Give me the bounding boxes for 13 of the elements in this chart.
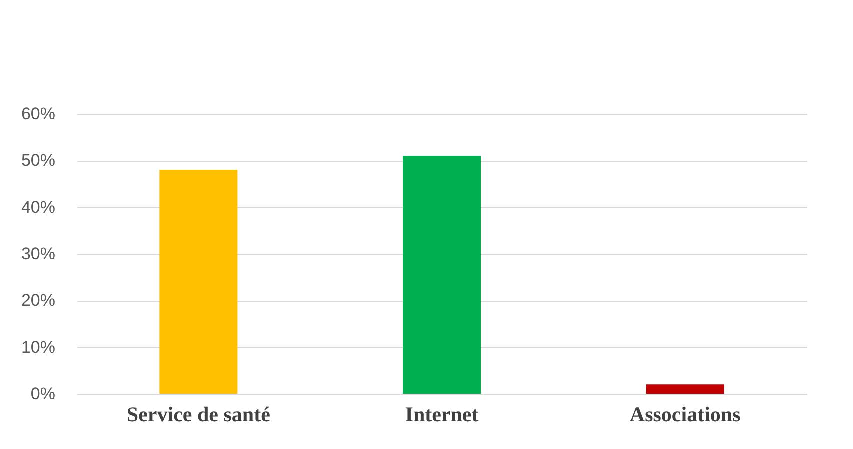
x-tick-label: Associations bbox=[630, 402, 741, 426]
y-tick-label: 10% bbox=[21, 338, 56, 357]
y-tick-label: 0% bbox=[30, 384, 56, 404]
x-tick-label: Internet bbox=[405, 402, 479, 426]
x-tick-label: Service de santé bbox=[126, 402, 270, 426]
y-tick-label: 60% bbox=[21, 104, 56, 124]
y-tick-label: 40% bbox=[21, 198, 56, 217]
bar bbox=[403, 156, 481, 394]
bar bbox=[646, 384, 724, 394]
bar bbox=[160, 170, 238, 394]
y-tick-label: 50% bbox=[21, 151, 56, 170]
y-tick-label: 20% bbox=[21, 291, 56, 310]
y-tick-label: 30% bbox=[21, 244, 56, 264]
